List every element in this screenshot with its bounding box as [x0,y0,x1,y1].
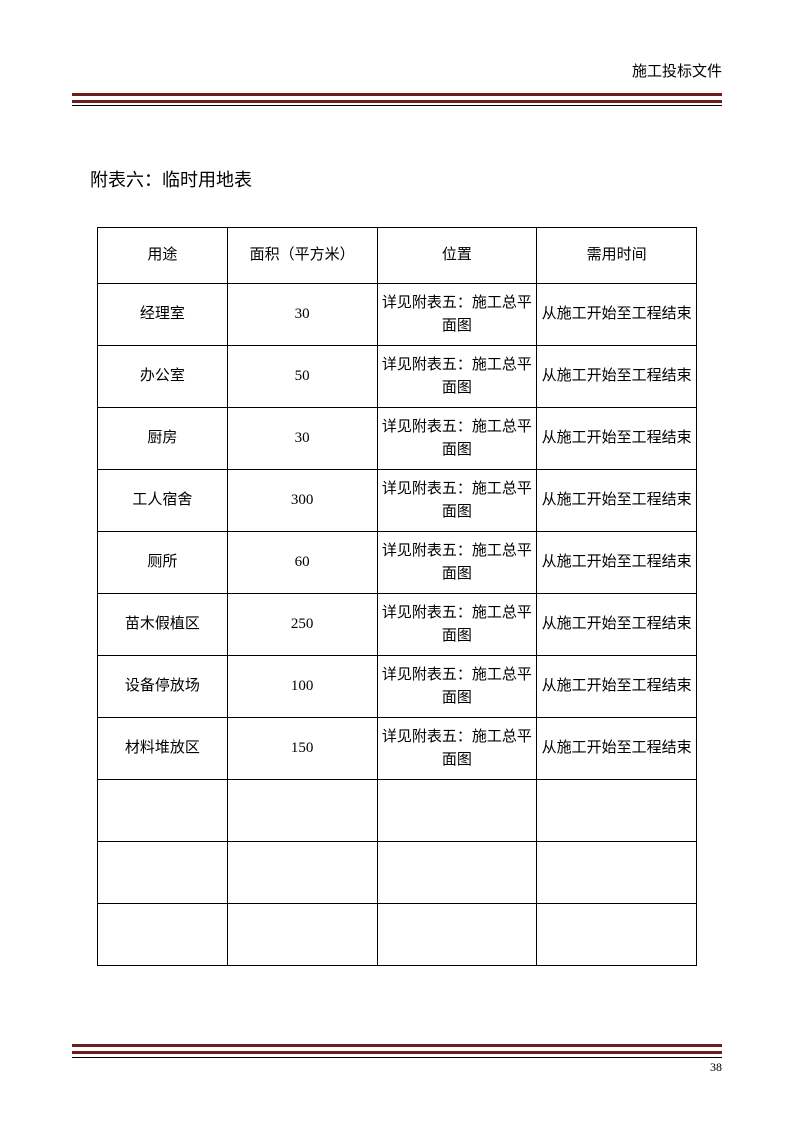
cell-location: 详见附表五：施工总平面图 [377,284,537,346]
cell-usage [98,904,228,966]
col-header-area: 面积（平方米） [227,228,377,284]
table-row: 厨房 30 详见附表五：施工总平面图 从施工开始至工程结束 [98,408,697,470]
cell-area [227,780,377,842]
table-row: 工人宿舍 300 详见附表五：施工总平面图 从施工开始至工程结束 [98,470,697,532]
top-double-rule [72,93,722,103]
cell-duration: 从施工开始至工程结束 [537,656,697,718]
cell-duration: 从施工开始至工程结束 [537,532,697,594]
cell-area: 300 [227,470,377,532]
table-row [98,842,697,904]
cell-area: 30 [227,284,377,346]
cell-location: 详见附表五：施工总平面图 [377,346,537,408]
cell-location: 详见附表五：施工总平面图 [377,408,537,470]
cell-duration: 从施工开始至工程结束 [537,594,697,656]
cell-location [377,842,537,904]
cell-usage [98,780,228,842]
cell-area: 100 [227,656,377,718]
table-body: 经理室 30 详见附表五：施工总平面图 从施工开始至工程结束 办公室 50 详见… [98,284,697,966]
cell-location [377,904,537,966]
top-thin-rule [72,105,722,106]
table-row: 经理室 30 详见附表五：施工总平面图 从施工开始至工程结束 [98,284,697,346]
cell-usage: 厨房 [98,408,228,470]
cell-location: 详见附表五：施工总平面图 [377,718,537,780]
cell-area: 250 [227,594,377,656]
table-row [98,904,697,966]
cell-duration: 从施工开始至工程结束 [537,284,697,346]
header-text: 施工投标文件 [72,60,722,89]
cell-usage: 厕所 [98,532,228,594]
cell-location: 详见附表五：施工总平面图 [377,594,537,656]
cell-duration [537,904,697,966]
cell-location: 详见附表五：施工总平面图 [377,532,537,594]
cell-usage: 材料堆放区 [98,718,228,780]
cell-location: 详见附表五：施工总平面图 [377,470,537,532]
cell-area: 150 [227,718,377,780]
cell-usage: 苗木假植区 [98,594,228,656]
table-row [98,780,697,842]
cell-area [227,842,377,904]
cell-duration: 从施工开始至工程结束 [537,408,697,470]
col-header-duration: 需用时间 [537,228,697,284]
table-row: 办公室 50 详见附表五：施工总平面图 从施工开始至工程结束 [98,346,697,408]
table-row: 材料堆放区 150 详见附表五：施工总平面图 从施工开始至工程结束 [98,718,697,780]
cell-duration [537,842,697,904]
cell-duration: 从施工开始至工程结束 [537,470,697,532]
cell-location: 详见附表五：施工总平面图 [377,656,537,718]
cell-duration: 从施工开始至工程结束 [537,718,697,780]
col-header-usage: 用途 [98,228,228,284]
cell-usage: 经理室 [98,284,228,346]
bottom-double-rule [72,1044,722,1054]
table-header-row: 用途 面积（平方米） 位置 需用时间 [98,228,697,284]
cell-area: 60 [227,532,377,594]
footer: 38 [72,1044,722,1075]
cell-usage: 工人宿舍 [98,470,228,532]
cell-duration: 从施工开始至工程结束 [537,346,697,408]
land-use-table: 用途 面积（平方米） 位置 需用时间 经理室 30 详见附表五：施工总平面图 从… [97,227,697,966]
page-title: 附表六：临时用地表 [90,166,722,192]
cell-area [227,904,377,966]
cell-usage: 办公室 [98,346,228,408]
cell-duration [537,780,697,842]
cell-location [377,780,537,842]
cell-area: 50 [227,346,377,408]
cell-area: 30 [227,408,377,470]
table-row: 设备停放场 100 详见附表五：施工总平面图 从施工开始至工程结束 [98,656,697,718]
table-row: 苗木假植区 250 详见附表五：施工总平面图 从施工开始至工程结束 [98,594,697,656]
cell-usage [98,842,228,904]
table-row: 厕所 60 详见附表五：施工总平面图 从施工开始至工程结束 [98,532,697,594]
col-header-location: 位置 [377,228,537,284]
page-number: 38 [72,1057,722,1075]
cell-usage: 设备停放场 [98,656,228,718]
